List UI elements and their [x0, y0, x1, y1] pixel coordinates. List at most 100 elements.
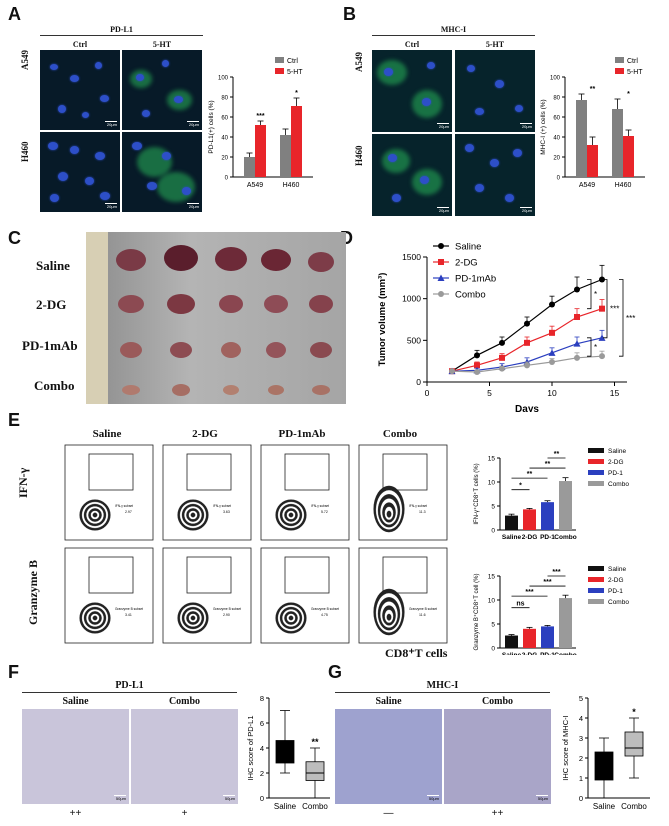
gate-box [186, 556, 232, 594]
x-tick-label: Combo [554, 652, 576, 655]
chart-a-bar: 0 20 40 60 80 100 PD-L1(+) cells (%) A549 *** H46… [208, 57, 313, 189]
density-contour [190, 615, 196, 621]
data-point [549, 359, 555, 365]
x-tick-label: Saline [593, 802, 616, 811]
gate-name: IFN-γ subset [115, 504, 133, 508]
ihc-f-combo: 50μm [131, 709, 238, 804]
x-tick-label: 5 [487, 388, 492, 398]
x-tick-label: A549 [247, 182, 263, 189]
bar [541, 502, 554, 530]
x-tick-label: Saline [274, 802, 297, 811]
y-tick-label: 100 [218, 76, 229, 82]
flow-plot-frame [358, 547, 448, 644]
significance-label: * [594, 290, 597, 299]
data-point [548, 349, 556, 356]
panel-c-row-saline: Saline [36, 258, 70, 273]
bar [280, 135, 291, 177]
panel-label-c: C [8, 228, 21, 248]
x-tick-label: 10 [547, 388, 557, 398]
micrograph-a-a549-5ht: 20μm [122, 50, 202, 130]
data-point [599, 276, 605, 283]
significance-label: ** [554, 451, 560, 458]
legend-label: PD-1mAb [455, 274, 496, 285]
legend-swatch [588, 599, 604, 604]
significance-label: ** [527, 471, 533, 478]
x-tick-label: Saline [502, 652, 522, 655]
panel-e-row-ifng: IFN-γ [16, 467, 30, 498]
legend-swatch [615, 68, 624, 74]
y-tick-label: 0 [416, 377, 421, 387]
legend-label: Combo [608, 599, 629, 606]
gate-box [88, 556, 134, 594]
y-tick-label: 3 [579, 734, 583, 743]
significance-bracket [587, 279, 592, 310]
y-tick-label: 2 [260, 769, 264, 778]
gate-value: 3.41 [125, 613, 132, 617]
ihc-g-saline: 50μm [335, 709, 442, 804]
data-point [598, 334, 606, 341]
legend-label: 5-HT [627, 69, 643, 76]
score-f-saline: ++ [69, 808, 82, 819]
data-point [599, 305, 605, 312]
bar [523, 628, 536, 648]
data-point [499, 365, 505, 372]
y-tick-label: 0 [225, 176, 229, 182]
panel-e-col-combo: Combo [382, 428, 418, 440]
legend-label: Combo [455, 290, 486, 301]
gate-name: Granzyme B subset [213, 607, 241, 611]
scale-bar: 50μm [224, 796, 235, 801]
panel-a-row-h460: H460 [20, 141, 30, 162]
y-tick-label: 0 [260, 794, 264, 803]
significance-label: *** [552, 569, 560, 576]
legend-label: Saline [608, 566, 626, 573]
significance-label: ns [516, 601, 524, 608]
y-tick-label: 0 [491, 646, 495, 653]
data-point [573, 340, 581, 347]
tumors [116, 245, 334, 396]
panel-b-col-5ht: 5-HT [485, 40, 505, 49]
bar [541, 626, 554, 648]
x-tick-label: Combo [302, 802, 328, 811]
significance-label: ** [545, 461, 551, 468]
chart-g-box: 0 1 2 3 4 5 IHC score of MHC-I Saline Combo * [561, 694, 650, 811]
micrograph-b-a549-ctrl: 20μm [372, 50, 452, 132]
chart-b-bar: 0 20 40 60 80 100 MHC-I (+) cells (%) A549 ** H46… [540, 57, 645, 189]
legend-label: Ctrl [627, 58, 638, 65]
panel-b-title: MHC-I [372, 25, 535, 36]
data-point [549, 301, 555, 308]
scale-bar: 20μm [188, 204, 199, 209]
panel-label-a: A [8, 4, 21, 24]
gate-name: IFN-γ subset [213, 504, 231, 508]
y-tick-label: 40 [553, 136, 560, 142]
data-point [474, 369, 480, 375]
scale-bar: 20μm [438, 124, 449, 129]
panel-label-e: E [8, 410, 21, 430]
y-tick-label: 5 [491, 622, 495, 629]
scale-bar: 20μm [521, 124, 532, 129]
y-tick-label: 6 [260, 719, 264, 728]
gate-box [382, 453, 428, 491]
gate-value: 5.72 [321, 510, 328, 514]
y-tick-label: 5 [579, 694, 583, 703]
scale-bar: 20μm [521, 208, 532, 213]
data-point [474, 362, 480, 369]
box [275, 740, 295, 764]
significance-label: *** [525, 589, 533, 596]
legend-swatch [588, 588, 604, 593]
score-g-saline: — [383, 808, 394, 819]
data-point [474, 352, 480, 359]
panel-a-title: PD-L1 [40, 25, 203, 36]
flow-plot-frame [260, 444, 350, 541]
scale-bar: 50μm [115, 796, 126, 801]
density-contour [386, 510, 392, 518]
y-axis-label: IHC score of MHC-I [561, 715, 570, 780]
bar [559, 598, 572, 648]
y-tick-label: 60 [221, 116, 228, 122]
significance-label: *** [626, 314, 635, 323]
panel-g-col-combo: Combo [481, 696, 514, 707]
data-point [574, 354, 580, 361]
y-axis-label: IHC score of PD-L1 [246, 715, 255, 780]
x-tick-label: Combo [621, 802, 647, 811]
significance-label: * [627, 91, 630, 98]
x-tick-label: 2-DG [522, 652, 538, 655]
